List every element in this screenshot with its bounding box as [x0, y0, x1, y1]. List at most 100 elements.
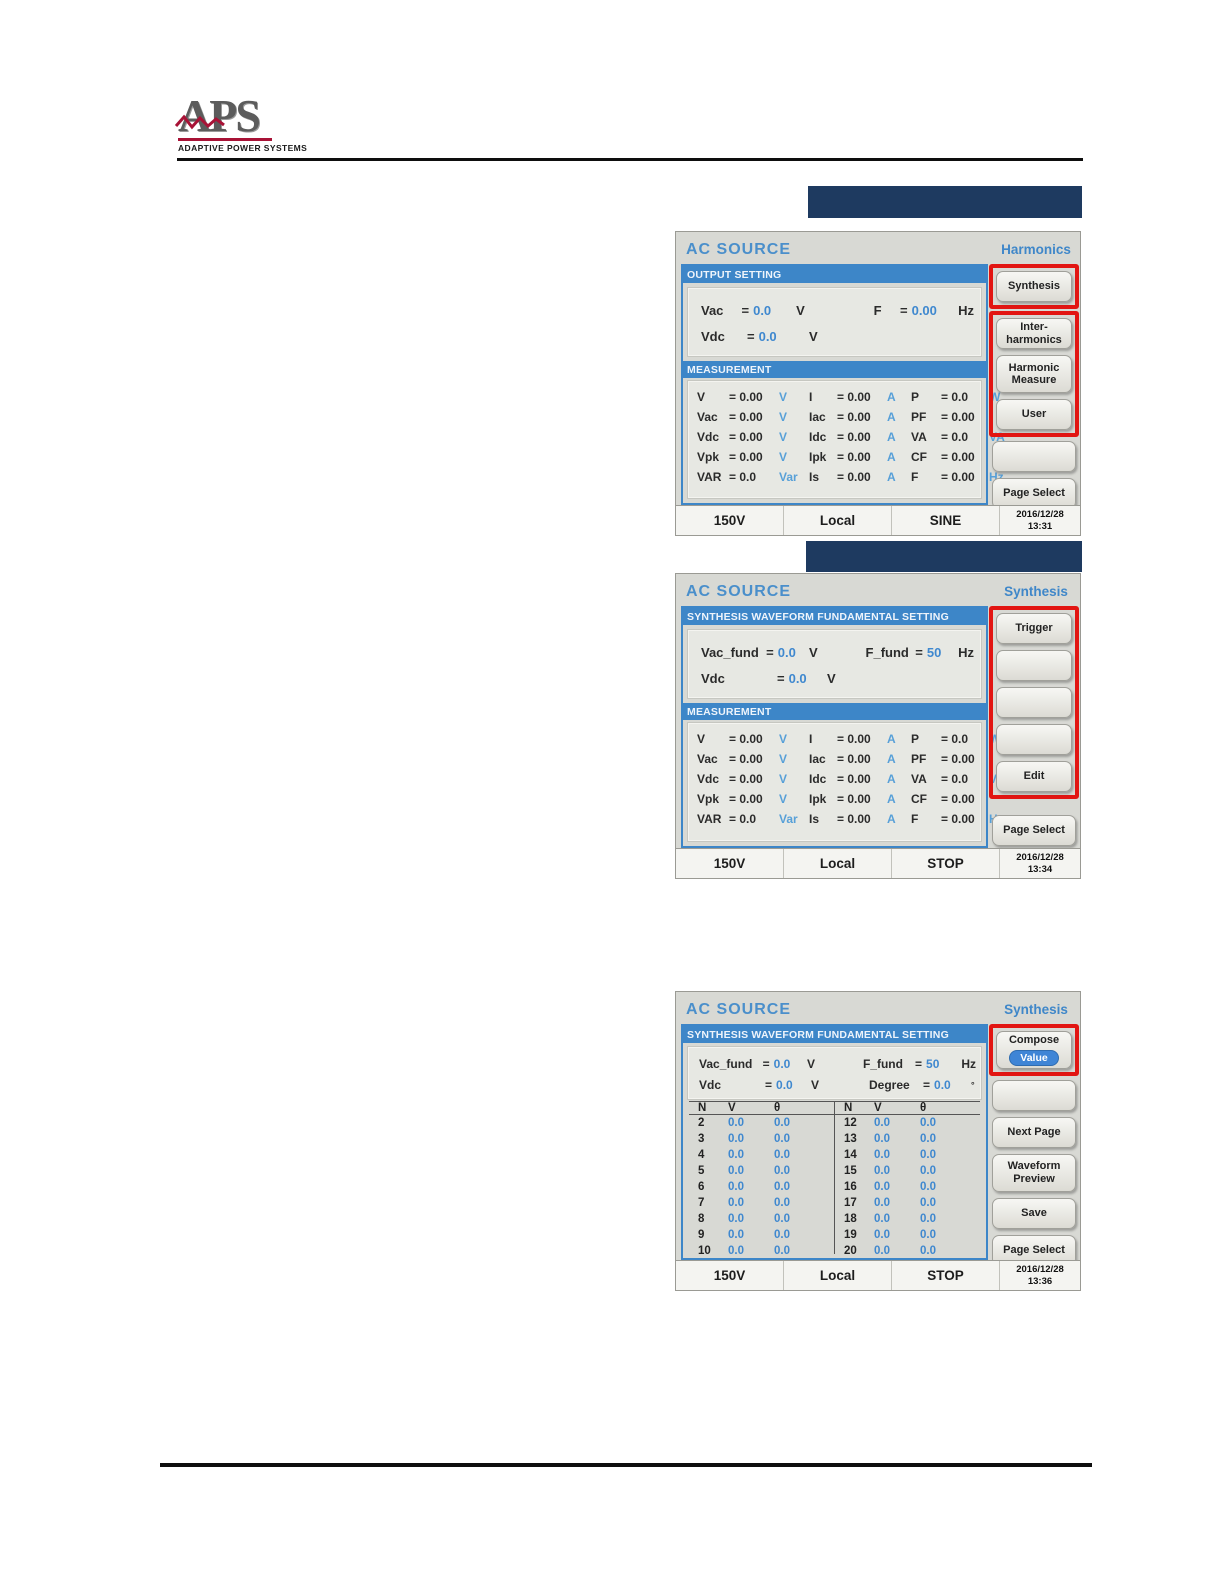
harmonic-row: 3 0.0 0.0: [689, 1131, 834, 1147]
harmonic-phase[interactable]: 0.0: [920, 1245, 936, 1257]
next-page-button[interactable]: Next Page: [992, 1117, 1076, 1148]
harmonic-voltage[interactable]: 0.0: [874, 1245, 890, 1257]
harmonic-voltage[interactable]: 0.0: [728, 1165, 744, 1177]
measurement-header: MEASUREMENT: [683, 361, 986, 378]
user-button[interactable]: User: [996, 399, 1072, 431]
measurement-box: V = 0.00 V I = 0.00 A P = 0.0 W Vac = 0.…: [688, 723, 1005, 841]
harmonic-voltage[interactable]: 0.0: [728, 1133, 744, 1145]
harmonic-phase[interactable]: 0.0: [774, 1197, 790, 1209]
harmonic-voltage[interactable]: 0.0: [728, 1117, 744, 1129]
param-unit: V: [827, 670, 836, 686]
harmonic-voltage[interactable]: 0.0: [874, 1181, 890, 1193]
harmonic-phase[interactable]: 0.0: [774, 1117, 790, 1129]
synthesis-button[interactable]: Synthesis: [996, 271, 1072, 302]
harmonic-phase[interactable]: 0.0: [920, 1197, 936, 1209]
harmonic-order: 2: [698, 1117, 705, 1129]
highlight-box-harmonic-group: Inter-harmonics Harmonic Measure User: [989, 311, 1079, 438]
harmonic-phase[interactable]: 0.0: [920, 1133, 936, 1145]
harmonic-voltage[interactable]: 0.0: [728, 1213, 744, 1225]
blank-softkey[interactable]: [992, 1080, 1076, 1111]
harmonic-voltage[interactable]: 0.0: [874, 1197, 890, 1209]
param-value: = 0.0: [777, 670, 807, 686]
harmonic-phase[interactable]: 0.0: [920, 1165, 936, 1177]
param-unit: V: [811, 1077, 820, 1092]
harmonic-order: 5: [698, 1165, 705, 1177]
harmonic-order: 17: [844, 1197, 857, 1209]
meas-label: VA: [911, 430, 927, 444]
meas-label: Vac: [697, 752, 718, 766]
compose-button[interactable]: Compose Value: [996, 1031, 1072, 1069]
blank-softkey[interactable]: [992, 441, 1076, 473]
trigger-button[interactable]: Trigger: [996, 613, 1072, 644]
harmonic-voltage[interactable]: 0.0: [728, 1181, 744, 1193]
output-setting-box: Vac = 0.0 V F = 0.00 Hz Vdc = 0.0 V: [688, 288, 981, 356]
param-value: = 0.0: [765, 1077, 793, 1092]
page-select-button[interactable]: Page Select: [992, 815, 1076, 846]
inter-harmonics-button[interactable]: Inter-harmonics: [996, 318, 1072, 350]
harmonic-phase[interactable]: 0.0: [774, 1181, 790, 1193]
harmonic-row: 19 0.0 0.0: [835, 1227, 980, 1243]
meas-unit: V: [779, 450, 788, 464]
save-button[interactable]: Save: [992, 1198, 1076, 1229]
harmonic-order: 15: [844, 1165, 857, 1177]
harmonic-voltage[interactable]: 0.0: [728, 1229, 744, 1241]
harmonic-phase[interactable]: 0.0: [920, 1149, 936, 1161]
meas-unit: A: [887, 812, 896, 826]
harmonic-order: 10: [698, 1245, 711, 1257]
harmonic-voltage[interactable]: 0.0: [728, 1197, 744, 1209]
output-state-indicator: STOP: [892, 849, 1000, 878]
harmonic-voltage[interactable]: 0.0: [874, 1149, 890, 1161]
harmonic-voltage[interactable]: 0.0: [874, 1133, 890, 1145]
param-unit: V: [808, 644, 818, 660]
harmonic-phase[interactable]: 0.0: [774, 1245, 790, 1257]
harmonic-phase[interactable]: 0.0: [774, 1229, 790, 1241]
param-value: = 50: [915, 644, 942, 660]
harmonic-phase[interactable]: 0.0: [920, 1213, 936, 1225]
meas-value: = 0.00: [729, 752, 763, 766]
meas-value: = 0.00: [729, 410, 763, 424]
harmonic-phase[interactable]: 0.0: [920, 1117, 936, 1129]
harmonics-table-header: N V θ: [689, 1102, 834, 1115]
harmonic-voltage[interactable]: 0.0: [874, 1165, 890, 1177]
meas-label: Ipk: [809, 450, 827, 464]
harmonic-voltage[interactable]: 0.0: [728, 1149, 744, 1161]
harmonic-voltage[interactable]: 0.0: [874, 1213, 890, 1225]
status-bar: 150V Local STOP 2016/12/28 13:36: [676, 1260, 1080, 1290]
harmonics-rows-right: 12 0.0 0.0 13 0.0 0.0: [835, 1115, 980, 1275]
param-label: Vdc: [699, 1077, 722, 1092]
meas-value: = 0.00: [729, 792, 763, 806]
page-select-button[interactable]: Page Select: [992, 478, 1076, 510]
output-setting-header: OUTPUT SETTING: [683, 266, 986, 283]
redacted-heading-bar-1: [808, 186, 1082, 218]
param-label: Vac_fund: [701, 644, 759, 660]
blank-softkey[interactable]: [996, 687, 1072, 718]
meas-unit: Var: [779, 812, 798, 826]
meas-value: = 0.00: [837, 410, 871, 424]
harmonic-voltage[interactable]: 0.0: [874, 1229, 890, 1241]
col-header-theta: θ: [920, 1102, 927, 1114]
harmonic-phase[interactable]: 0.0: [920, 1181, 936, 1193]
param-unit: V: [809, 328, 818, 344]
meas-label: Idc: [809, 430, 827, 444]
edit-button[interactable]: Edit: [996, 761, 1072, 792]
meas-label: PF: [911, 410, 927, 424]
aps-logo: APS ADAPTIVE POWER SYSTEMS: [175, 93, 307, 153]
harmonic-phase[interactable]: 0.0: [774, 1213, 790, 1225]
content-panel: SYNTHESIS WAVEFORM FUNDAMENTAL SETTING V…: [681, 606, 1005, 848]
harmonic-voltage[interactable]: 0.0: [728, 1245, 744, 1257]
harmonic-row: 2 0.0 0.0: [689, 1115, 834, 1131]
meas-value: = 0.00: [941, 470, 975, 484]
blank-softkey[interactable]: [996, 650, 1072, 681]
harmonic-voltage[interactable]: 0.0: [874, 1117, 890, 1129]
harmonic-phase[interactable]: 0.0: [774, 1149, 790, 1161]
harmonic-measure-button[interactable]: Harmonic Measure: [996, 355, 1072, 394]
harmonic-phase[interactable]: 0.0: [920, 1229, 936, 1241]
waveform-preview-button[interactable]: Waveform Preview: [992, 1154, 1076, 1192]
meas-label: Ipk: [809, 792, 827, 806]
harmonic-phase[interactable]: 0.0: [774, 1165, 790, 1177]
param-label: F_fund: [862, 1056, 903, 1071]
meas-label: V: [697, 732, 706, 746]
harmonic-phase[interactable]: 0.0: [774, 1133, 790, 1145]
control-mode-indicator: Local: [784, 1261, 892, 1290]
blank-softkey[interactable]: [996, 724, 1072, 755]
